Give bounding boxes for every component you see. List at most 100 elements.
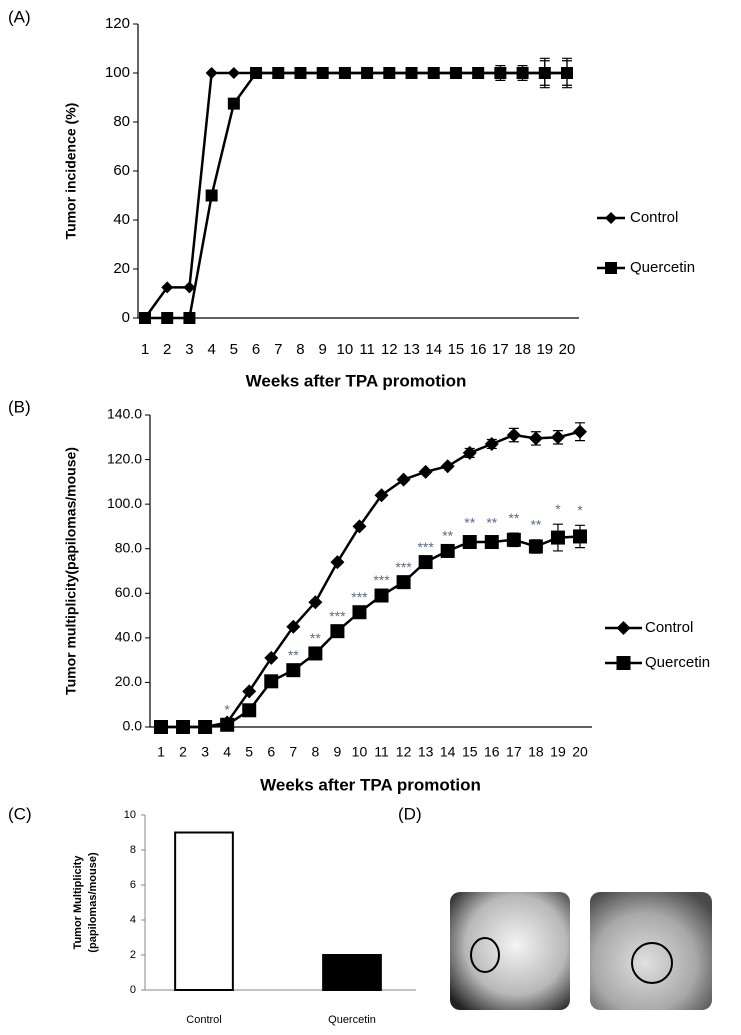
significance-label: *** <box>417 539 434 555</box>
y-tick-label: 20 <box>113 260 130 277</box>
marker <box>264 650 279 665</box>
x-tick-label: 8 <box>296 341 304 358</box>
significance-label: * <box>555 501 561 517</box>
marker <box>361 67 374 79</box>
panel-label: (B) <box>8 397 31 416</box>
x-tick-label: 16 <box>484 744 500 760</box>
marker <box>405 67 418 79</box>
marker <box>550 430 565 445</box>
y-tick-label: 8 <box>130 844 136 856</box>
marker <box>462 535 477 550</box>
y-tick-label: 100 <box>105 64 130 81</box>
y-tick-label: 10 <box>124 809 136 821</box>
marker <box>352 519 367 534</box>
series-line <box>161 535 581 729</box>
marker <box>161 281 174 294</box>
marker <box>516 67 529 79</box>
marker <box>242 703 257 718</box>
x-tick-label: 19 <box>550 744 566 760</box>
marker <box>494 67 507 79</box>
y-tick-label: 4 <box>130 914 136 926</box>
marker <box>528 539 543 554</box>
y-tick-label: 0.0 <box>123 718 143 734</box>
x-tick-label: 20 <box>572 744 588 760</box>
significance-label: ** <box>486 514 497 530</box>
x-tick-label: 18 <box>528 744 544 760</box>
marker <box>161 312 174 324</box>
x-tick-label: 3 <box>185 341 193 358</box>
x-tick-label: 10 <box>352 744 368 760</box>
marker <box>396 472 411 487</box>
y-tick-label: 120.0 <box>107 450 142 466</box>
x-tick-label: 15 <box>448 341 465 358</box>
x-tick-label: 1 <box>141 341 149 358</box>
x-tick-label: 12 <box>381 341 398 358</box>
marker <box>154 720 168 734</box>
legend-marker <box>605 212 617 224</box>
significance-label: *** <box>373 572 390 588</box>
x-tick-label: 13 <box>403 341 420 358</box>
marker <box>550 530 565 545</box>
significance-label: ** <box>442 528 453 544</box>
x-axis-title: Weeks after TPA promotion <box>246 371 467 390</box>
series-line <box>161 430 581 729</box>
x-tick-label: 6 <box>252 341 260 358</box>
marker <box>506 532 521 547</box>
marker <box>338 67 351 79</box>
photo <box>590 892 712 1010</box>
x-tick-label: 18 <box>514 341 531 358</box>
marker <box>330 624 345 639</box>
y-tick-label: 0 <box>130 984 136 996</box>
significance-label: * <box>577 502 583 518</box>
marker <box>264 674 279 689</box>
marker <box>183 281 196 294</box>
x-tick-label: 6 <box>267 744 275 760</box>
x-tick-label: 8 <box>311 744 319 760</box>
bar <box>174 831 234 991</box>
significance-label: ** <box>464 514 475 530</box>
y-tick-label: 40 <box>113 211 130 228</box>
y-tick-label: 20.0 <box>115 673 142 689</box>
x-tick-label: 14 <box>425 341 442 358</box>
marker <box>294 67 307 79</box>
y-tick-label: 80 <box>113 113 130 130</box>
marker <box>272 67 285 79</box>
x-tick-label: 17 <box>506 744 522 760</box>
x-tick-label: 5 <box>245 744 253 760</box>
x-tick-label: 3 <box>201 744 209 760</box>
legend-marker <box>605 262 617 274</box>
x-tick-label: 9 <box>319 341 327 358</box>
significance-label: ** <box>310 630 321 646</box>
marker <box>139 312 151 324</box>
legend-label: Quercetin <box>645 654 710 671</box>
y-axis-title: Tumor Multiplicity <box>72 855 84 950</box>
y-axis-title: (papilomas/mouse) <box>87 852 99 953</box>
y-tick-label: 6 <box>130 879 136 891</box>
x-tick-label: 14 <box>440 744 456 760</box>
x-tick-label: 19 <box>536 341 553 358</box>
marker <box>418 464 433 479</box>
marker <box>528 431 543 446</box>
marker <box>250 67 263 79</box>
marker <box>538 67 551 79</box>
marker <box>383 67 396 79</box>
marker <box>308 646 323 661</box>
marker <box>227 97 240 110</box>
marker <box>440 459 455 474</box>
marker <box>374 588 389 603</box>
x-tick-label: 16 <box>470 341 487 358</box>
marker <box>198 720 213 734</box>
significance-label: *** <box>395 559 412 575</box>
significance-label: *** <box>329 608 346 624</box>
marker <box>484 535 499 550</box>
y-tick-label: 60 <box>113 162 130 179</box>
y-axis-title: Tumor incidence (%) <box>63 103 79 240</box>
x-tick-label: 10 <box>337 341 354 358</box>
marker <box>242 684 257 699</box>
marker <box>220 717 235 732</box>
x-tick-label: 15 <box>462 744 478 760</box>
y-axis-title: Tumor multiplicity(papilomas/mouse) <box>63 447 79 695</box>
marker <box>573 424 587 439</box>
marker <box>330 555 345 570</box>
